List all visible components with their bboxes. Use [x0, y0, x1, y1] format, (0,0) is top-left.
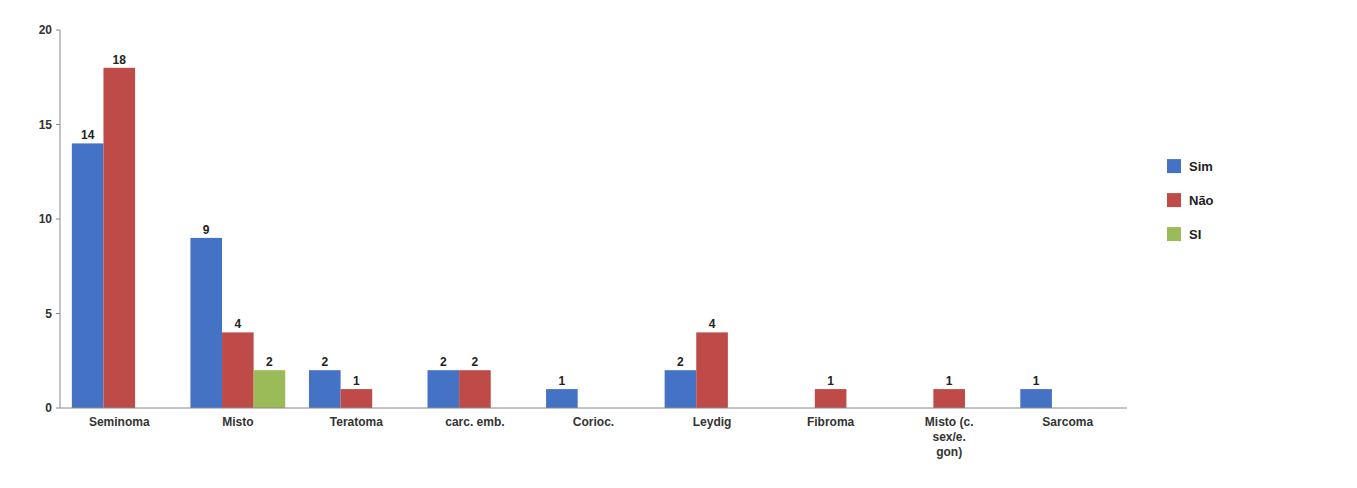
data-label: 2 — [321, 355, 328, 369]
data-label: 18 — [113, 53, 127, 67]
bar — [341, 389, 373, 408]
x-tick-label: Sarcoma — [1042, 415, 1093, 429]
legend-label: SI — [1189, 227, 1201, 242]
axes: 0 5 10 15 20 Seminoma Misto Teratoma carc. emb. C… — [39, 23, 1127, 459]
data-label: 2 — [440, 355, 447, 369]
x-tick-label: Misto (c.sex/e.gon) — [925, 415, 974, 459]
x-tick-label: Seminoma — [89, 415, 150, 429]
data-label: 4 — [709, 317, 716, 331]
y-tick — [56, 313, 60, 314]
y-tick-label: 0 — [45, 401, 52, 415]
bar — [815, 389, 847, 408]
data-label: 2 — [266, 355, 273, 369]
x-tick-label: Leydig — [693, 415, 732, 429]
y-tick — [56, 30, 60, 31]
y-tick — [56, 219, 60, 220]
legend-swatch — [1167, 193, 1181, 207]
y-tick — [56, 124, 60, 125]
data-label: 2 — [677, 355, 684, 369]
data-label: 1 — [559, 374, 566, 388]
bar — [309, 370, 341, 408]
bar — [696, 332, 728, 408]
bar — [190, 238, 222, 408]
legend-swatch — [1167, 227, 1181, 241]
bar — [665, 370, 697, 408]
data-label: 9 — [203, 223, 210, 237]
data-label: 1 — [353, 374, 360, 388]
bar — [1020, 389, 1052, 408]
x-tick-label: Corioc. — [573, 415, 614, 429]
bars — [72, 68, 1052, 408]
legend: Sim Não SI — [1167, 159, 1214, 242]
bar — [428, 370, 460, 408]
data-label: 1 — [827, 374, 834, 388]
legend-swatch — [1167, 159, 1181, 173]
y-tick-label: 15 — [39, 118, 53, 132]
x-tick-label: Misto — [222, 415, 253, 429]
x-axis-line — [60, 408, 1127, 409]
bar — [459, 370, 491, 408]
bar — [103, 68, 135, 408]
x-tick-label: carc. emb. — [445, 415, 504, 429]
y-tick — [56, 408, 60, 409]
bar — [546, 389, 578, 408]
bar — [222, 332, 254, 408]
data-label: 4 — [234, 317, 241, 331]
data-label: 1 — [946, 374, 953, 388]
data-label: 2 — [472, 355, 479, 369]
data-label: 14 — [81, 128, 95, 142]
y-tick-label: 5 — [45, 307, 52, 321]
bar — [254, 370, 286, 408]
bar — [933, 389, 965, 408]
bar — [72, 143, 104, 408]
chart-container: 1492212118412411205101520SeminomaMistoTe… — [0, 0, 1357, 488]
legend-label: Sim — [1189, 159, 1213, 174]
y-tick-label: 20 — [39, 23, 53, 37]
y-tick-label: 10 — [39, 212, 53, 226]
x-tick-label: Fibroma — [807, 415, 855, 429]
chart: 1492212118412411205101520SeminomaMistoTe… — [0, 0, 1357, 488]
data-labels: 14 9 2 2 1 2 1 18 4 1 2 4 1 1 2 — [81, 53, 1040, 388]
x-tick-label: Teratoma — [330, 415, 383, 429]
legend-label: Não — [1189, 193, 1214, 208]
data-label: 1 — [1033, 374, 1040, 388]
